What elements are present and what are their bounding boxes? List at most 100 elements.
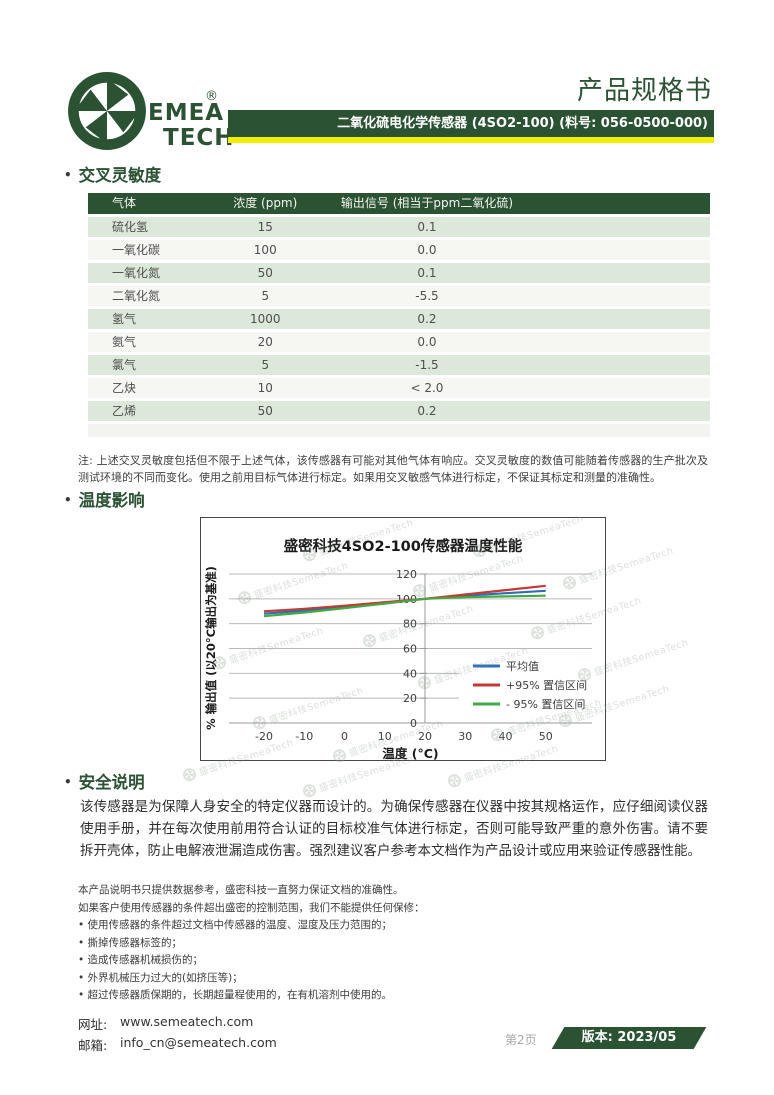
section-heading-cross-sensitivity: • 交叉灵敏度 [64, 166, 162, 185]
svg-text:温度 (°C): 温度 (°C) [382, 746, 438, 760]
table-cell: 0.2 [417, 312, 437, 326]
disclaimer-block: 本产品说明书只提供数据参考，盛密科技一直努力保证文档的准确性。 如果客户使用传感… [78, 882, 710, 1005]
svg-text:盛密科技4SO2-100传感器温度性能: 盛密科技4SO2-100传感器温度性能 [284, 537, 523, 555]
bullet-icon: • [64, 168, 72, 182]
bullet-icon: • [64, 493, 72, 507]
cross-sensitivity-note: 注: 上述交叉灵敏度包括但不限于上述气体，该传感器有可能对其他气体有响应。交叉灵… [78, 454, 708, 484]
table-cell-filler [536, 217, 710, 237]
cross-sensitivity-table: 气体 浓度 (ppm) 输出信号 (相当于ppm二氧化硫) 硫化氢 15 0.1 一氧… [88, 193, 710, 437]
table-cell: 氢气 [112, 312, 137, 326]
svg-text:10: 10 [378, 730, 392, 743]
table-row: 乙炔 10 < 2.0 [88, 378, 710, 398]
table-header-row: 气体 浓度 (ppm) 输出信号 (相当于ppm二氧化硫) [88, 193, 710, 214]
svg-text:20: 20 [418, 730, 432, 743]
product-subtitle-bar: 二氧化硫电化学传感器 (4SO2-100) (料号: 056-0500-000) [228, 110, 714, 137]
section-heading-safety: • 安全说明 [64, 773, 145, 792]
table-cell: 50 [257, 266, 273, 280]
disclaimer-line: 本产品说明书只提供数据参考，盛密科技一直努力保证文档的准确性。 [78, 884, 404, 896]
table-cell: 一氧化氮 [112, 266, 161, 280]
table-empty-row [88, 424, 710, 437]
svg-text:20: 20 [403, 692, 417, 705]
section-heading-temperature: • 温度影响 [64, 491, 145, 510]
svg-text:40: 40 [498, 730, 512, 743]
table-cell: 15 [257, 220, 273, 234]
table-cell-filler [536, 401, 710, 421]
table-cell-filler [536, 355, 710, 375]
table-cell: 0.1 [417, 266, 437, 280]
table-row: 乙烯 50 0.2 [88, 401, 710, 421]
table-cell-filler [536, 240, 710, 260]
table-cell: 二氧化氮 [112, 289, 161, 303]
table-cell: 10 [257, 381, 273, 395]
table-cell: 100 [253, 243, 277, 257]
table-row: 一氧化碳 100 0.0 [88, 240, 710, 260]
version-text: 版本: 2023/05 [581, 1030, 677, 1045]
disclaimer-line: 如果客户使用传感器的条件超出盛密的控制范围，我们不能提供任何保修： [78, 901, 425, 914]
table-cell: 硫化氢 [112, 220, 149, 234]
table-row: 氢气 1000 0.2 [88, 309, 710, 329]
table-cell: 氯气 [112, 358, 137, 372]
email-value: info_cn@semeatech.com [120, 1035, 277, 1050]
safety-paragraph: 该传感器是为保障人身安全的特定仪器而设计的。为确保传感器在仪器中按其规格运作，应… [80, 799, 708, 859]
table-cell: 0.2 [417, 404, 437, 418]
svg-text:0: 0 [341, 730, 348, 743]
table-row: 氯气 5 -1.5 [88, 355, 710, 375]
table-row: 一氧化氮 50 0.1 [88, 263, 710, 283]
svg-text:30: 30 [458, 730, 472, 743]
svg-text:+95% 置信区间: +95% 置信区间 [506, 679, 587, 692]
svg-text:40: 40 [403, 667, 417, 680]
table-cell: 20 [257, 335, 273, 349]
disclaimer-bullet: • 外界机械压力过大的(如挤压等)； [78, 971, 243, 984]
semeatech-logo-icon [66, 70, 148, 156]
table-cell: 1000 [249, 312, 281, 326]
table-header-cell: 浓度 (ppm) [233, 196, 298, 210]
table-header-cell: 输出信号 (相当于ppm二氧化硫) [340, 196, 514, 210]
table-row: 硫化氢 15 0.1 [88, 217, 710, 237]
table-cell: 一氧化碳 [112, 243, 161, 257]
temperature-performance-chart: 0 20 40 60 80 100 120 -20 -10 0 10 20 30 40 50 平均值 +95% … [200, 517, 606, 761]
svg-text:-20: -20 [255, 730, 273, 743]
svg-text:120: 120 [396, 568, 417, 581]
table-cell-filler [536, 378, 710, 398]
table-cell-filler [536, 263, 710, 283]
table-cell: 5 [261, 358, 270, 372]
yellow-accent-stripe [228, 137, 714, 143]
logo-word-emea: EMEA [148, 100, 225, 126]
svg-text:- 95% 置信区间: - 95% 置信区间 [506, 698, 585, 711]
table-cell: 50 [257, 404, 273, 418]
svg-text:80: 80 [403, 618, 417, 631]
page-number: 第2页 [505, 1033, 537, 1047]
svg-text:-10: -10 [295, 730, 313, 743]
table-cell: 5 [261, 289, 270, 303]
table-row: 二氧化氮 5 -5.5 [88, 286, 710, 306]
table-cell: 0.0 [417, 335, 437, 349]
disclaimer-bullet: • 超过传感器质保期的，长期超量程使用的，在有机溶剂中使用的。 [78, 989, 393, 1001]
table-row: 氨气 20 0.0 [88, 332, 710, 352]
table-header-filler [536, 193, 710, 214]
disclaimer-bullet: • 造成传感器机械损伤的； [78, 954, 204, 966]
table-cell-filler [536, 332, 710, 352]
table-cell-filler [536, 286, 710, 306]
email-label: 邮箱: [78, 1038, 108, 1053]
table-cell: -1.5 [415, 358, 439, 372]
svg-text:0: 0 [410, 717, 417, 730]
svg-text:平均值: 平均值 [506, 660, 539, 673]
logo-word-tech: TECH [163, 125, 235, 151]
table-cell: 氨气 [112, 335, 137, 349]
table-cell: 乙炔 [112, 381, 137, 395]
svg-text:% 输出值 (以20°C输出为基准): % 输出值 (以20°C输出为基准) [204, 566, 218, 730]
page-title: 产品规格书 [576, 76, 712, 106]
website-value: www.semeatech.com [120, 1014, 254, 1029]
chart-series-line-2 [263, 594, 546, 618]
table-cell: 0.1 [417, 220, 437, 234]
disclaimer-bullet: • 撕掉传感器标签的； [78, 936, 183, 949]
table-cell: -5.5 [415, 289, 439, 303]
table-cell: < 2.0 [410, 381, 444, 395]
svg-text:60: 60 [403, 643, 417, 656]
website-label: 网址: [78, 1017, 108, 1032]
svg-text:50: 50 [539, 730, 553, 743]
table-cell: 乙烯 [112, 404, 137, 418]
table-cell-filler [536, 309, 710, 329]
bullet-icon: • [64, 775, 72, 789]
